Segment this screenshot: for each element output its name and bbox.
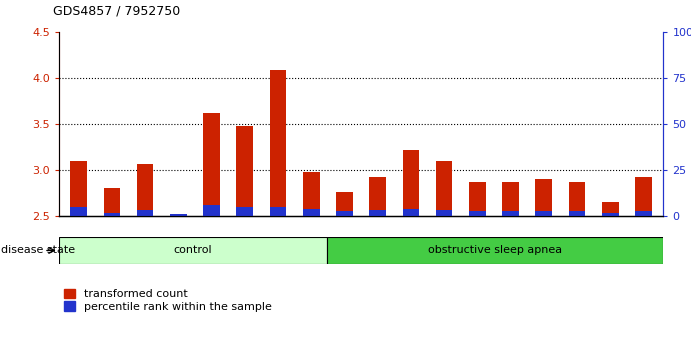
Bar [269, 207, 286, 216]
Bar [436, 210, 453, 216]
Bar [403, 150, 419, 216]
Bar [203, 205, 220, 216]
Bar [502, 211, 519, 216]
Bar [104, 188, 120, 216]
Bar [569, 182, 585, 216]
Bar [236, 126, 253, 216]
Bar [303, 172, 319, 216]
Bar [403, 209, 419, 216]
Bar [170, 214, 187, 216]
Bar [70, 161, 87, 216]
Bar [469, 182, 486, 216]
Bar [370, 177, 386, 216]
Legend: transformed count, percentile rank within the sample: transformed count, percentile rank withi… [64, 289, 272, 312]
Bar [59, 237, 328, 264]
Text: control: control [173, 245, 212, 256]
Bar [569, 211, 585, 216]
Bar [469, 211, 486, 216]
Text: GDS4857 / 7952750: GDS4857 / 7952750 [53, 4, 180, 17]
Bar [269, 70, 286, 216]
Bar [635, 177, 652, 216]
Bar [336, 192, 352, 216]
Bar [328, 237, 663, 264]
Bar [602, 213, 618, 216]
Bar [536, 211, 552, 216]
Text: obstructive sleep apnea: obstructive sleep apnea [428, 245, 562, 256]
Bar [104, 213, 120, 216]
Bar [170, 215, 187, 216]
Bar [303, 210, 319, 216]
Bar [336, 211, 352, 216]
Bar [536, 179, 552, 216]
Bar [137, 210, 153, 216]
Bar [370, 210, 386, 216]
Bar [635, 211, 652, 216]
Bar [502, 182, 519, 216]
Bar [602, 202, 618, 216]
Bar [70, 207, 87, 216]
Bar [137, 164, 153, 216]
Bar [236, 207, 253, 216]
Bar [436, 161, 453, 216]
Bar [203, 113, 220, 216]
Text: disease state: disease state [1, 245, 75, 256]
